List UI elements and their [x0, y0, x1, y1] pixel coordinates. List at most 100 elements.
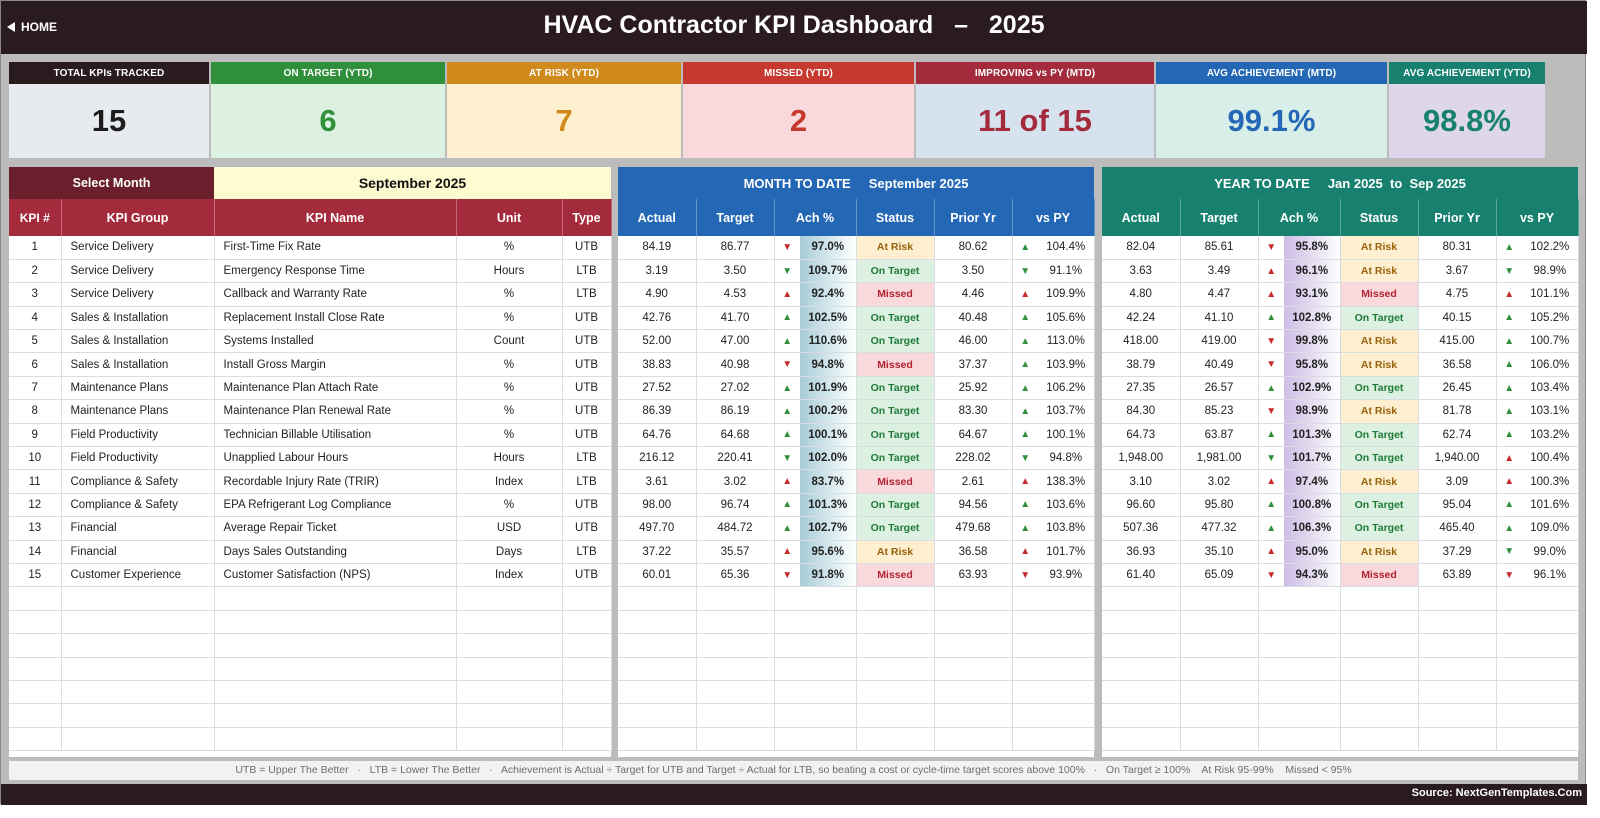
kpi-name — [214, 586, 457, 611]
achievement-value: 101.3% — [1284, 423, 1341, 448]
prior-year-value — [1418, 703, 1497, 728]
table-row — [618, 610, 1095, 635]
kpi-unit — [456, 680, 563, 705]
achievement-value: 101.7% — [1284, 446, 1341, 471]
status-badge: On Target — [856, 493, 935, 518]
actual-value: 64.73 — [1102, 423, 1181, 448]
achievement-value: 94.3% — [1284, 563, 1341, 588]
actual-value: 52.00 — [618, 329, 697, 354]
actual-value: 36.93 — [1102, 540, 1181, 564]
up-arrow-icon: ▲ — [1258, 376, 1284, 401]
table-row: 7 Maintenance Plans Maintenance Plan Attac… — [9, 376, 612, 401]
kpi-name — [214, 680, 457, 705]
prior-year-value: 81.78 — [1418, 399, 1497, 424]
kpi-type — [562, 610, 612, 635]
status-badge: At Risk — [1340, 540, 1419, 564]
kpi-unit: % — [456, 236, 563, 260]
kpi-number: 12 — [9, 493, 62, 518]
down-arrow-icon: ▼ — [1258, 399, 1284, 424]
kpi-group — [61, 633, 215, 658]
kpi-unit: % — [456, 352, 563, 377]
table-row: 4.80 4.47 ▲ 93.1% Missed 4.75 ▲ 101.1% — [1102, 282, 1579, 307]
vs-py-value: 103.1% — [1522, 399, 1579, 424]
table-row: 84.19 86.77 ▼ 97.0% At Risk 80.62 ▲ 104.4% — [618, 236, 1095, 260]
target-value: 86.77 — [696, 236, 775, 260]
status-badge — [1340, 680, 1419, 705]
table-row: 14 Financial Days Sales Outstanding Days LTB — [9, 540, 612, 564]
prior-year-value: 40.48 — [934, 306, 1013, 331]
target-value — [696, 703, 775, 728]
table-row: 27.35 26.57 ▲ 102.9% On Target 26.45 ▲ 103.4% — [1102, 376, 1579, 401]
kpi-name: Technician Billable Utilisation — [214, 423, 457, 448]
mtd-status-header: Status — [856, 199, 935, 236]
month-to-date-panel: MONTH TO DATE September 2025 Actual Targe… — [618, 167, 1095, 757]
vs-py-value — [1522, 657, 1579, 681]
status-badge — [856, 633, 935, 658]
kpi-type: LTB — [562, 446, 612, 471]
table-row: 98.00 96.74 ▲ 101.3% On Target 94.56 ▲ 103.6% — [618, 493, 1095, 518]
target-value: 477.32 — [1180, 516, 1259, 541]
kpi-number — [9, 633, 62, 658]
kpi-unit — [456, 610, 563, 635]
status-badge: On Target — [856, 516, 935, 541]
kpi-unit: Index — [456, 469, 563, 494]
card-label: AVG ACHIEVEMENT (MTD) — [1156, 62, 1387, 84]
target-value: 35.10 — [1180, 540, 1259, 564]
status-badge: On Target — [1340, 446, 1419, 471]
status-badge — [856, 610, 935, 635]
kpi-group — [61, 703, 215, 728]
py-arrow — [1012, 633, 1038, 658]
kpi-group — [61, 657, 215, 681]
kpi-name: Average Repair Ticket — [214, 516, 457, 541]
target-value — [1180, 586, 1259, 611]
prior-year-value: 3.67 — [1418, 259, 1497, 284]
ach-arrow — [774, 727, 800, 752]
actual-value — [1102, 610, 1181, 635]
table-row: 507.36 477.32 ▲ 106.3% On Target 465.40 ▲ 109.0… — [1102, 516, 1579, 541]
vs-py-value — [1038, 610, 1095, 635]
month-selector[interactable]: September 2025 — [214, 167, 612, 199]
target-value: 3.02 — [696, 469, 775, 494]
table-row: 5 Sales & Installation Systems Installed Co… — [9, 329, 612, 354]
target-value: 484.72 — [696, 516, 775, 541]
target-value: 3.02 — [1180, 469, 1259, 494]
up-arrow-icon: ▲ — [774, 282, 800, 307]
target-value: 4.53 — [696, 282, 775, 307]
kpi-group: Service Delivery — [61, 259, 215, 284]
table-row: 3.63 3.49 ▲ 96.1% At Risk 3.67 ▼ 98.9% — [1102, 259, 1579, 284]
kpi-type: UTB — [562, 236, 612, 260]
achievement-value — [800, 657, 857, 681]
home-button[interactable]: HOME — [7, 20, 57, 34]
kpi-unit: Index — [456, 563, 563, 588]
kpi-unit: USD — [456, 516, 563, 541]
actual-value: 3.19 — [618, 259, 697, 284]
prior-year-value — [1418, 610, 1497, 635]
table-row — [618, 586, 1095, 611]
status-badge: On Target — [1340, 516, 1419, 541]
kpi-group: Compliance & Safety — [61, 469, 215, 494]
ytd-prior-year-header: Prior Yr — [1418, 199, 1497, 236]
table-row — [9, 610, 612, 635]
table-row: 96.60 95.80 ▲ 100.8% On Target 95.04 ▲ 101.6% — [1102, 493, 1579, 518]
actual-value: 37.22 — [618, 540, 697, 564]
card-value: 99.1% — [1156, 84, 1387, 158]
kpi-group — [61, 586, 215, 611]
down-arrow-icon: ▼ — [1258, 329, 1284, 354]
table-row — [1102, 586, 1579, 611]
achievement-value: 96.1% — [1284, 259, 1341, 284]
vs-py-value: 103.4% — [1522, 376, 1579, 401]
down-arrow-icon: ▼ — [1012, 259, 1038, 284]
home-label: HOME — [21, 20, 57, 34]
down-arrow-icon: ▼ — [774, 563, 800, 588]
prior-year-value: 415.00 — [1418, 329, 1497, 354]
status-badge: Missed — [856, 563, 935, 588]
ach-arrow — [774, 610, 800, 635]
target-value: 40.49 — [1180, 352, 1259, 377]
achievement-value: 106.3% — [1284, 516, 1341, 541]
status-badge: On Target — [1340, 306, 1419, 331]
up-arrow-icon: ▲ — [774, 329, 800, 354]
prior-year-value: 4.75 — [1418, 282, 1497, 307]
prior-year-value: 63.93 — [934, 563, 1013, 588]
vs-py-value: 106.0% — [1522, 352, 1579, 377]
kpi-unit: % — [456, 306, 563, 331]
